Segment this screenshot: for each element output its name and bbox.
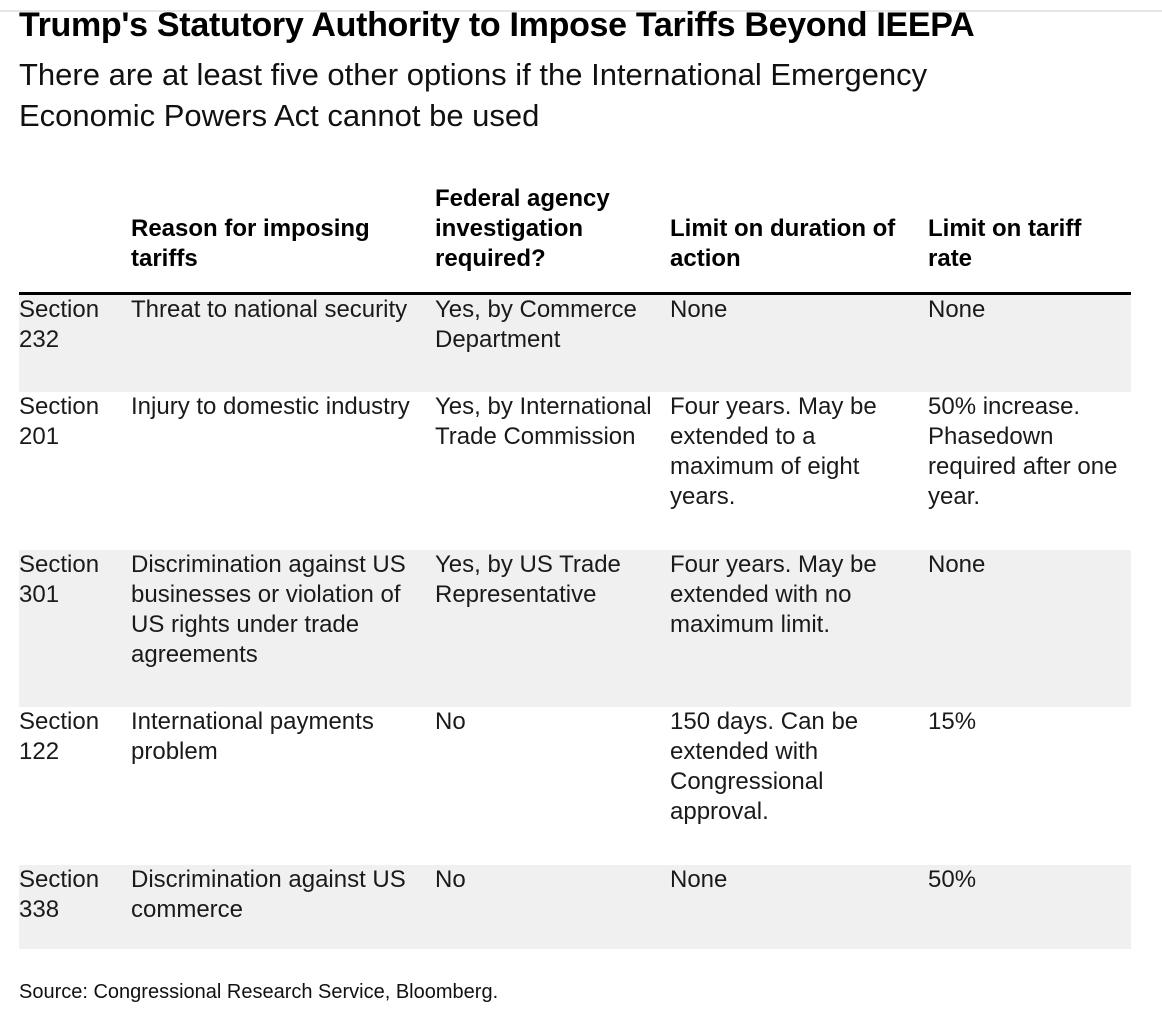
- cell-section: Section 201: [19, 392, 100, 450]
- cell-reason: Discrimination against US commerce: [131, 864, 435, 949]
- cell-section: Section 122: [19, 707, 100, 765]
- cell-duration: 150 days. Can be extended with Congressi…: [670, 707, 859, 825]
- cell-investigation: Yes, by US Trade Representative: [435, 549, 670, 707]
- cell-investigation: No: [435, 864, 670, 949]
- source-note: Source: Congressional Research Service, …: [19, 981, 499, 1003]
- cell-reason: Discrimination against US businesses or …: [131, 549, 435, 707]
- chart-subtitle: There are at least five other options if…: [19, 57, 928, 133]
- column-header-duration: Limit on duration of action: [670, 180, 928, 295]
- cell-rate: None: [928, 293, 1131, 392]
- cell-investigation: Yes, by International Trade Commission: [435, 392, 652, 450]
- top-rule: [0, 10, 1162, 12]
- cell-duration: Four years. May be extended to a maximum…: [670, 392, 877, 510]
- table-row: Section 232 Threat to national security …: [19, 293, 1131, 392]
- table-header-row: Reason for imposing tariffs Federal agen…: [19, 180, 1131, 295]
- column-header-reason: Reason for imposing tariffs: [131, 180, 435, 295]
- table-row: Section 122 International payments probl…: [19, 707, 1131, 865]
- cell-rate: 15%: [928, 707, 977, 735]
- cell-reason: International payments problem: [131, 707, 374, 765]
- cell-rate: 50%: [928, 864, 1131, 949]
- cell-reason: Injury to domestic industry: [131, 392, 410, 420]
- cell-section: Section 232: [19, 293, 131, 392]
- cell-duration: None: [670, 293, 928, 392]
- cell-reason: Threat to national security: [131, 293, 435, 392]
- cell-investigation: No: [435, 707, 466, 735]
- cell-section: Section 338: [19, 864, 131, 949]
- cell-duration: Four years. May be extended with no maxi…: [670, 549, 928, 707]
- cell-rate: None: [928, 549, 1131, 707]
- table-row: Section 338 Discrimination against US co…: [19, 864, 1131, 949]
- authority-table: Reason for imposing tariffs Federal agen…: [19, 180, 1131, 949]
- cell-section: Section 301: [19, 549, 131, 707]
- column-header-rate: Limit on tariff rate: [928, 180, 1131, 295]
- column-header-section: [19, 180, 131, 295]
- column-header-investigation: Federal agency investigation required?: [435, 180, 670, 295]
- cell-investigation: Yes, by Commerce Department: [435, 293, 670, 392]
- cell-duration: None: [670, 864, 928, 949]
- cell-rate: 50% increase. Phasedown required after o…: [928, 392, 1118, 510]
- table-row: Section 201 Injury to domestic industry …: [19, 392, 1131, 550]
- chart-title: Trump's Statutory Authority to Impose Ta…: [19, 6, 975, 44]
- table-row: Section 301 Discrimination against US bu…: [19, 549, 1131, 707]
